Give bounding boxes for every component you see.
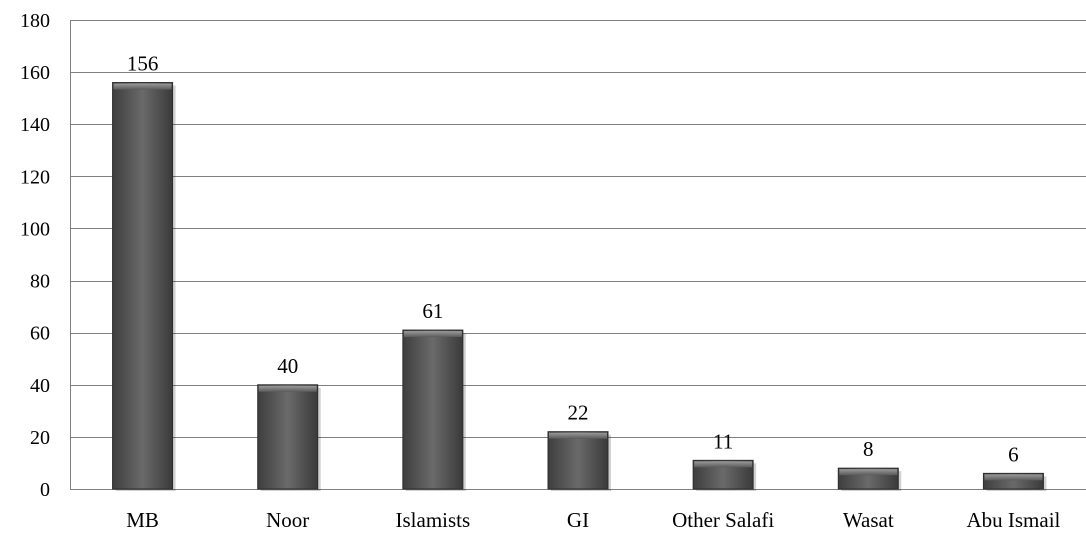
bar [257,384,319,490]
bar-cap [113,83,172,90]
bar [547,431,609,490]
bar-cap [549,432,607,439]
bar-cap [258,385,317,392]
y-tick-label: 180 [20,10,50,32]
y-tick-label: 20 [30,427,50,449]
x-category-label: MB [126,508,159,532]
data-label: 8 [863,437,874,461]
data-label: 61 [422,299,443,323]
x-category-label: GI [567,508,589,532]
x-category-label: Wasat [843,508,894,532]
y-tick-label: 100 [20,218,50,240]
y-tick-label: 140 [20,114,50,136]
y-tick-label: 160 [20,62,50,84]
data-label: 156 [127,52,159,76]
bar-cap [403,331,462,338]
gridlines [70,20,1086,490]
bar [402,329,464,490]
bar-cap [984,474,1043,481]
y-tick-label: 120 [20,166,50,188]
data-label: 11 [713,429,733,453]
bar-cap [839,469,898,476]
y-tick-label: 80 [30,271,50,293]
data-label: 6 [1008,442,1019,466]
x-category-label: Islamists [396,508,471,532]
labels: 0 20 40 60 80 100 120 140 160 180 156 MB 40 Noor 61 Isl… [20,10,1061,532]
bar [112,82,174,490]
y-tick-label: 40 [30,375,50,397]
x-category-label: Other Salafi [672,508,774,532]
x-category-label: Noor [266,508,309,532]
bars [112,82,1047,492]
y-tick-label: 60 [30,323,50,345]
y-tick-label: 0 [40,479,50,501]
data-label: 22 [568,401,589,425]
data-label: 40 [277,354,298,378]
x-category-label: Abu Ismail [966,508,1060,532]
bar-cap [694,461,753,468]
